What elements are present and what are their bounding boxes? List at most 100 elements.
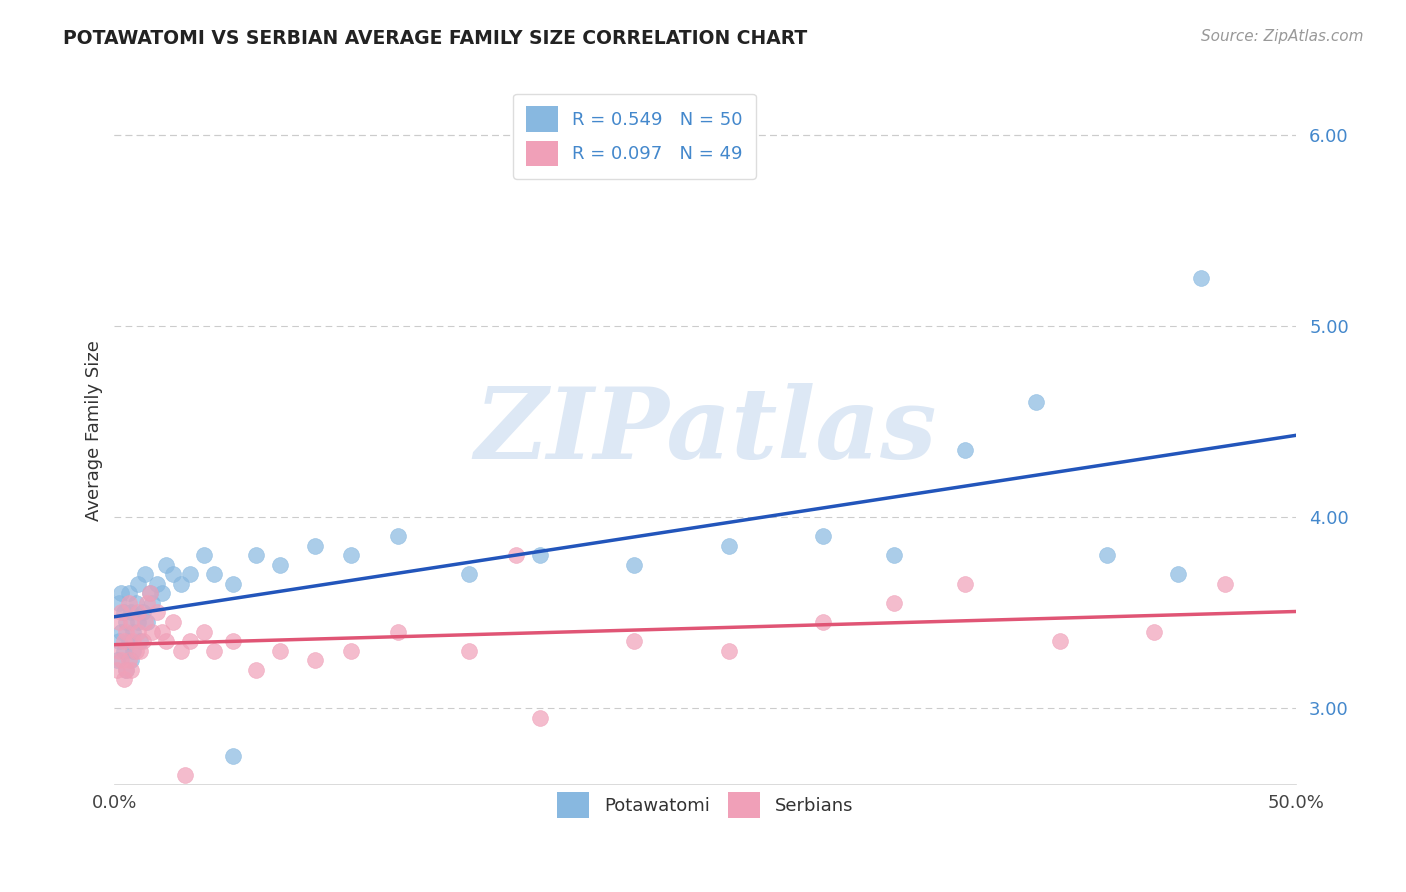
Point (505, 548, 527, 562)
Point (269, 643, 291, 657)
Point (1095, 548, 1118, 562)
Point (136, 596, 159, 610)
Point (115, 624, 138, 639)
Point (120, 615, 142, 629)
Point (221, 576, 243, 591)
Point (122, 634, 145, 648)
Point (162, 567, 184, 582)
Point (112, 606, 135, 620)
Point (108, 615, 131, 629)
Point (193, 548, 215, 562)
Point (139, 586, 162, 600)
Point (110, 653, 132, 667)
Point (883, 596, 905, 610)
Point (813, 529, 835, 543)
Point (202, 567, 225, 582)
Legend: Potawatomi, Serbians: Potawatomi, Serbians (550, 785, 860, 825)
Point (304, 539, 326, 553)
Point (529, 710, 551, 724)
Point (127, 576, 149, 591)
Point (146, 576, 169, 591)
Point (193, 624, 215, 639)
Point (146, 606, 169, 620)
Point (124, 596, 146, 610)
Point (339, 643, 361, 657)
Point (387, 624, 409, 639)
Point (134, 615, 156, 629)
Text: Source: ZipAtlas.com: Source: ZipAtlas.com (1201, 29, 1364, 45)
Point (120, 653, 142, 667)
Point (110, 624, 132, 639)
Point (1167, 567, 1189, 582)
Point (120, 606, 142, 620)
Point (179, 634, 201, 648)
Point (623, 634, 645, 648)
Text: POTAWATOMI VS SERBIAN AVERAGE FAMILY SIZE CORRELATION CHART: POTAWATOMI VS SERBIAN AVERAGE FAMILY SIZ… (63, 29, 807, 48)
Point (141, 624, 163, 639)
Point (139, 586, 162, 600)
Point (339, 548, 361, 562)
Point (717, 643, 740, 657)
Point (122, 643, 145, 657)
Point (953, 576, 976, 591)
Point (304, 653, 326, 667)
Point (162, 615, 184, 629)
Point (169, 576, 191, 591)
Point (813, 615, 835, 629)
Point (122, 624, 145, 639)
Text: ZIPatlas: ZIPatlas (474, 383, 936, 479)
Point (115, 663, 138, 677)
Point (387, 529, 409, 543)
Point (134, 567, 156, 582)
Point (108, 634, 131, 648)
Point (117, 596, 139, 610)
Point (132, 606, 155, 620)
Point (150, 586, 173, 600)
Y-axis label: Average Family Size: Average Family Size (86, 341, 103, 521)
Point (953, 443, 976, 458)
Point (150, 624, 173, 639)
Point (221, 748, 243, 763)
Point (117, 586, 139, 600)
Point (117, 653, 139, 667)
Point (112, 673, 135, 687)
Point (245, 663, 267, 677)
Point (1143, 624, 1166, 639)
Point (115, 663, 138, 677)
Point (127, 615, 149, 629)
Point (110, 586, 132, 600)
Point (120, 663, 142, 677)
Point (179, 567, 201, 582)
Point (1189, 271, 1212, 285)
Point (1049, 634, 1071, 648)
Point (132, 634, 155, 648)
Point (105, 663, 128, 677)
Point (1213, 576, 1236, 591)
Point (112, 634, 135, 648)
Point (155, 558, 177, 572)
Point (129, 643, 152, 657)
Point (127, 624, 149, 639)
Point (1025, 395, 1047, 409)
Point (108, 643, 131, 657)
Point (883, 548, 905, 562)
Point (169, 643, 191, 657)
Point (129, 634, 152, 648)
Point (717, 539, 740, 553)
Point (623, 558, 645, 572)
Point (457, 643, 479, 657)
Point (108, 596, 131, 610)
Point (110, 606, 132, 620)
Point (117, 634, 139, 648)
Point (202, 643, 225, 657)
Point (141, 596, 163, 610)
Point (124, 643, 146, 657)
Point (136, 615, 159, 629)
Point (155, 634, 177, 648)
Point (269, 558, 291, 572)
Point (245, 548, 267, 562)
Point (115, 615, 138, 629)
Point (221, 634, 243, 648)
Point (112, 643, 135, 657)
Point (529, 548, 551, 562)
